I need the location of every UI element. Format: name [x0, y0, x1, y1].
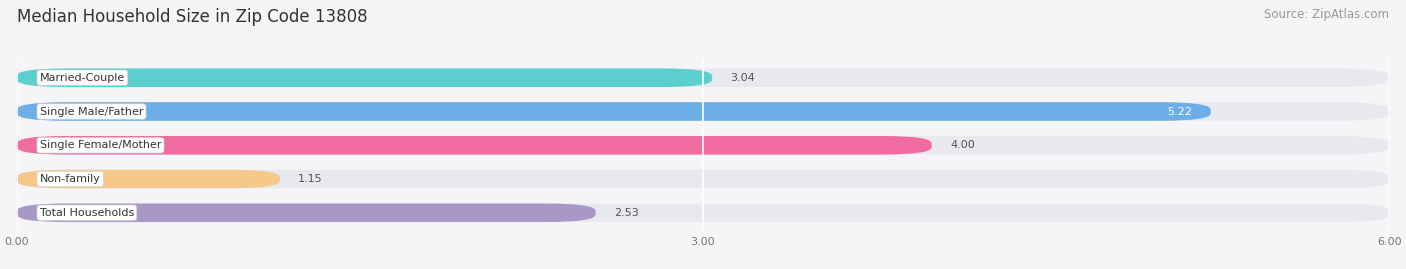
Text: Single Female/Mother: Single Female/Mother	[39, 140, 162, 150]
Text: 5.22: 5.22	[1167, 107, 1192, 116]
Text: Median Household Size in Zip Code 13808: Median Household Size in Zip Code 13808	[17, 8, 367, 26]
FancyBboxPatch shape	[17, 203, 1389, 222]
FancyBboxPatch shape	[17, 136, 932, 155]
FancyBboxPatch shape	[17, 136, 1389, 155]
Text: Total Households: Total Households	[39, 208, 134, 218]
Text: 2.53: 2.53	[614, 208, 638, 218]
Text: 1.15: 1.15	[298, 174, 323, 184]
FancyBboxPatch shape	[17, 69, 713, 87]
Text: Source: ZipAtlas.com: Source: ZipAtlas.com	[1264, 8, 1389, 21]
FancyBboxPatch shape	[17, 170, 1389, 188]
Text: Married-Couple: Married-Couple	[39, 73, 125, 83]
Text: 4.00: 4.00	[950, 140, 974, 150]
Text: Non-family: Non-family	[39, 174, 101, 184]
Text: 3.04: 3.04	[731, 73, 755, 83]
FancyBboxPatch shape	[17, 170, 280, 188]
FancyBboxPatch shape	[17, 203, 596, 222]
FancyBboxPatch shape	[17, 69, 1389, 87]
FancyBboxPatch shape	[17, 102, 1389, 121]
Text: Single Male/Father: Single Male/Father	[39, 107, 143, 116]
FancyBboxPatch shape	[17, 102, 1211, 121]
